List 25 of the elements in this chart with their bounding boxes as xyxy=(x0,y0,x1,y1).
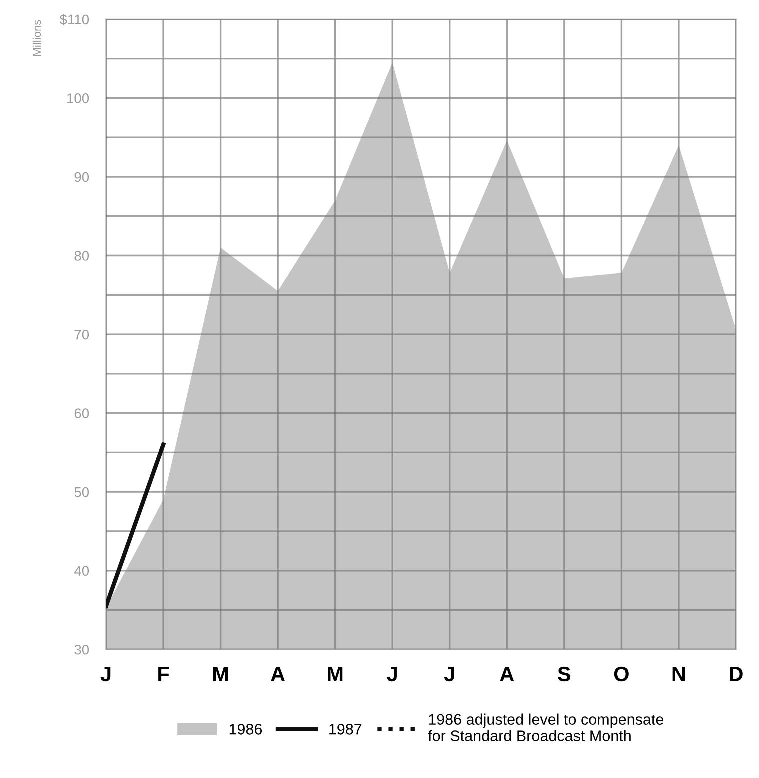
x-tick-label: J xyxy=(387,667,397,682)
x-tick-label: A xyxy=(500,667,514,682)
x-tick-label: S xyxy=(558,666,571,682)
x-tick-label: F xyxy=(158,667,170,682)
y-tick-label: 70 xyxy=(74,330,90,340)
legend-label: 1987 xyxy=(330,724,362,735)
x-tick-label: A xyxy=(271,667,286,682)
y-tick-label: 40 xyxy=(74,566,90,576)
x-tick-label: J xyxy=(444,667,454,682)
x-tick-label: M xyxy=(214,667,228,682)
y-tick-label: 30 xyxy=(74,644,90,655)
legend-label: 1986 adjusted level to compensate for Standard Broadcast Month xyxy=(428,714,664,742)
x-tick-label: D xyxy=(730,667,743,682)
y-tick-label: 90 xyxy=(74,172,90,182)
y-tick-label: $110 xyxy=(60,14,90,26)
x-tick-label: O xyxy=(614,666,629,682)
y-axis-title: Millions xyxy=(32,20,42,56)
y-tick-label: 60 xyxy=(74,408,90,418)
x-tick-label: J xyxy=(100,667,111,682)
y-tick-label: 50 xyxy=(74,487,90,498)
x-tick-label: M xyxy=(328,667,343,682)
y-tick-label: 100 xyxy=(67,94,90,104)
x-tick-label: N xyxy=(672,667,686,682)
legend-label: 1986 xyxy=(230,724,262,735)
y-tick-label: 80 xyxy=(74,251,90,261)
